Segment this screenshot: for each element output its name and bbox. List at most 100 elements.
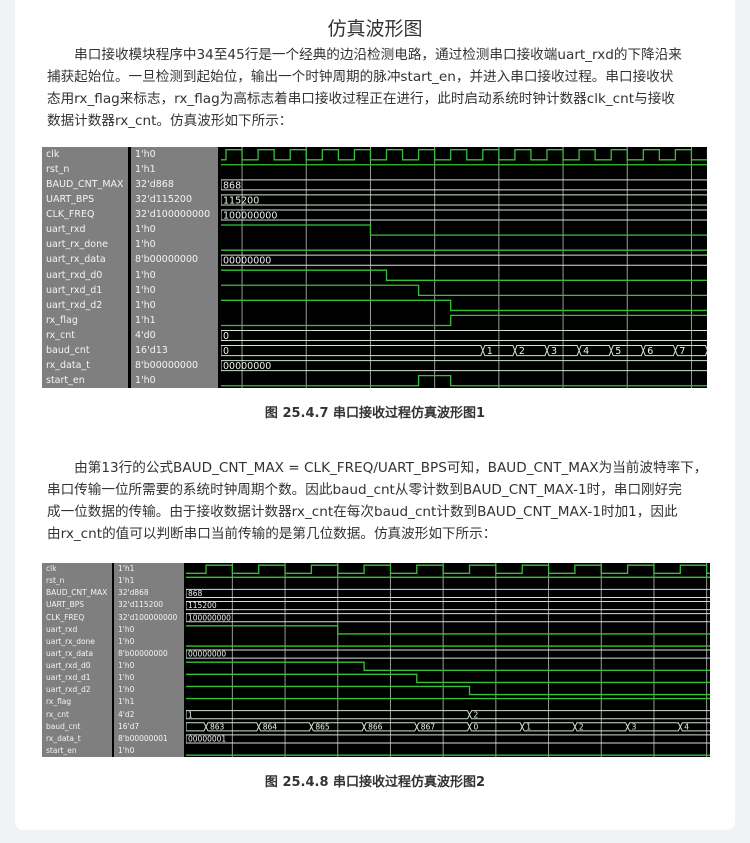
signal-name[interactable]: UART_BPS [46, 194, 95, 206]
signal-name[interactable]: uart_rxd_d1 [46, 673, 91, 683]
signal-value[interactable]: 1'h0 [135, 269, 156, 281]
waveform-uart-rxd-d1 [186, 673, 710, 684]
waveform-uart-bps: 115200 [221, 194, 707, 206]
signal-value[interactable]: 8'b00000000 [135, 254, 199, 266]
signal-name[interactable]: UART_BPS [46, 600, 85, 610]
signal-value[interactable]: 16'd13 [135, 344, 168, 356]
bus-value-label: 1 [526, 722, 531, 731]
bus-value-label: 7 [679, 346, 685, 357]
signal-name[interactable]: clk [46, 564, 57, 573]
signal-name[interactable]: clk [46, 149, 60, 160]
signal-value[interactable]: 8'b00000000 [118, 648, 168, 658]
bus-value-label: 2 [519, 346, 525, 357]
waveform-uart-bps: 115200 [186, 601, 710, 610]
signal-value-column: 1'h0 1'h1 32'd868 32'd115200 32'd100000000 1'… [131, 147, 218, 388]
signal-name[interactable]: CLK_FREQ [46, 209, 95, 221]
signal-name[interactable]: uart_rx_data [46, 254, 106, 266]
signal-name[interactable]: rx_data_t [46, 359, 90, 371]
signal-value[interactable]: 32'd868 [118, 588, 149, 598]
waveform-clk-freq: 100000000 [186, 613, 710, 622]
bus-value-label: 00000001 [188, 735, 226, 744]
bus-value-label: 4 [583, 346, 589, 357]
signal-name[interactable]: start_en [46, 374, 85, 386]
signal-name[interactable]: uart_rxd_d2 [46, 685, 91, 695]
signal-value[interactable]: 16'd7 [118, 721, 140, 731]
paragraph-2: 由第13行的公式BAUD_CNT_MAX = CLK_FREQ/UART_BPS… [47, 457, 717, 545]
signal-value[interactable]: 32'd115200 [135, 194, 192, 206]
signal-name[interactable]: start_en [46, 745, 77, 755]
waveform-uart-rxd-d1 [221, 284, 707, 297]
bus-value-label: 100000000 [188, 613, 231, 622]
signal-name[interactable]: baud_cnt [46, 721, 81, 731]
signal-value[interactable]: 1'h1 [118, 576, 135, 586]
signal-value[interactable]: 1'h0 [118, 745, 135, 755]
bus-value-label: 115200 [223, 195, 259, 206]
signal-name[interactable]: uart_rxd_d2 [46, 299, 103, 311]
signal-name[interactable]: baud_cnt [46, 344, 90, 356]
bus-value-label: 3 [632, 722, 637, 731]
bus-value-label: 0 [223, 346, 229, 357]
bus-value-label: 863 [210, 722, 225, 731]
signal-value[interactable]: 1'h0 [135, 239, 156, 251]
signal-name[interactable]: rx_data_t [46, 733, 81, 743]
signal-name[interactable]: uart_rxd [46, 224, 86, 236]
signal-name[interactable]: rx_flag [46, 314, 78, 326]
signal-name[interactable]: uart_rx_data [46, 648, 94, 658]
waveform-clk [186, 564, 710, 574]
signal-value[interactable]: 32'd868 [135, 179, 174, 191]
signal-name[interactable]: uart_rx_done [46, 636, 95, 646]
signal-value[interactable]: 1'h0 [118, 685, 135, 695]
signal-value[interactable]: 8'b00000000 [135, 359, 199, 371]
signal-name[interactable]: rx_cnt [46, 709, 69, 719]
waveform-rx-data-t: 00000000 [221, 360, 707, 372]
signal-value[interactable]: 1'h0 [135, 149, 156, 160]
waveform-uart-rx-data: 00000000 [221, 254, 707, 267]
signal-name[interactable]: CLK_FREQ [46, 612, 85, 622]
signal-name[interactable]: uart_rx_done [46, 239, 108, 251]
bus-value-label: 6 [647, 346, 653, 357]
signal-value[interactable]: 4'd0 [135, 329, 156, 341]
signal-value[interactable]: 1'h0 [135, 299, 156, 311]
signal-value[interactable]: 1'h0 [118, 673, 135, 683]
signal-value[interactable]: 4'd2 [118, 709, 135, 719]
waveform-baud-cnt-max: 868 [186, 588, 710, 598]
signal-value[interactable]: 1'h0 [118, 636, 135, 646]
signal-value[interactable]: 1'h0 [135, 224, 156, 236]
signal-value[interactable]: 1'h1 [118, 697, 135, 707]
signal-value[interactable]: 1'h0 [118, 624, 135, 634]
signal-name[interactable]: uart_rxd [46, 624, 78, 634]
bus-value-label: 866 [368, 722, 383, 731]
signal-name[interactable]: rx_cnt [46, 329, 75, 341]
signal-name[interactable]: uart_rxd_d0 [46, 661, 91, 670]
signal-name[interactable]: rst_n [46, 576, 65, 586]
waveform-baud-cnt: 863 864 865 866 867 0 1 2 3 4 [186, 722, 710, 731]
signal-value[interactable]: 1'h1 [135, 164, 156, 176]
bus-value-label: 4 [684, 722, 689, 731]
signal-name[interactable]: uart_rxd_d0 [46, 269, 103, 281]
signal-value[interactable]: 32'd100000000 [118, 612, 178, 622]
signal-value[interactable]: 1'h1 [135, 314, 156, 326]
waveform-uart-rxd-d2 [221, 299, 707, 312]
signal-value[interactable]: 32'd100000000 [135, 209, 211, 221]
bus-value-label: 115200 [188, 601, 217, 610]
signal-value[interactable]: 8'b00000001 [118, 733, 168, 743]
signal-name[interactable]: BAUD_CNT_MAX [46, 179, 124, 191]
signal-value-column: 1'h1 1'h1 32'd868 32'd115200 32'd100000000 1'… [114, 563, 184, 757]
signal-value[interactable]: 1'h1 [118, 564, 135, 573]
signal-value[interactable]: 1'h0 [135, 374, 156, 386]
signal-value[interactable]: 1'h0 [135, 284, 156, 296]
signal-value[interactable]: 1'h0 [118, 661, 135, 670]
signal-value[interactable]: 32'd115200 [118, 600, 163, 610]
bus-value-label: 5 [615, 346, 621, 357]
signal-name[interactable]: rx_flag [46, 697, 72, 707]
figure-caption-1: 图 25.4.7 串口接收过程仿真波形图1 [264, 406, 486, 421]
signal-name[interactable]: BAUD_CNT_MAX [46, 588, 108, 598]
paragraph-line: 数据计数器rx_cnt。仿真波形如下所示： [47, 113, 293, 129]
bus-value-label: 868 [223, 180, 241, 191]
signal-name[interactable]: rst_n [46, 164, 70, 176]
bus-value-label: 00000000 [188, 650, 226, 659]
signal-name[interactable]: uart_rxd_d1 [46, 284, 103, 296]
